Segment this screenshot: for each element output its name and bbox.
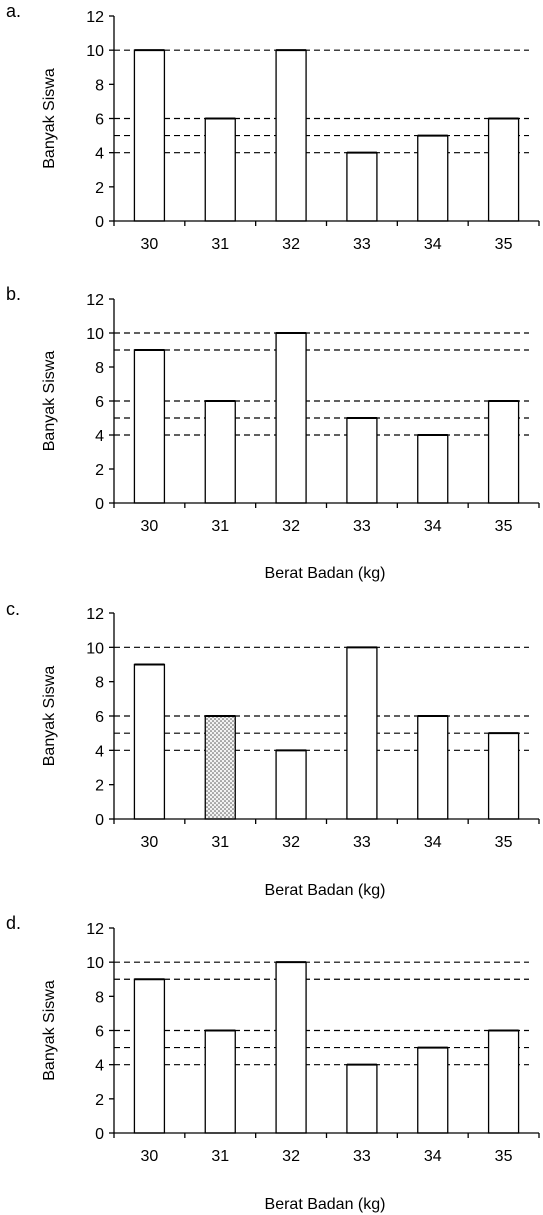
y-tick-label: 10 — [86, 640, 104, 657]
x-tick-label: 31 — [211, 1148, 229, 1165]
y-tick-label: 6 — [95, 709, 104, 726]
bar-31 — [204, 117, 236, 222]
y-tick-label: 2 — [95, 1092, 104, 1109]
bar-30 — [133, 349, 166, 504]
x-tick-label: 32 — [282, 518, 300, 535]
x-tick-label: 35 — [495, 834, 513, 851]
y-tick-label: 2 — [95, 180, 104, 197]
x-axis-label: Berat Badan (kg) — [265, 882, 386, 899]
x-tick-label: 33 — [353, 834, 371, 851]
x-axis-label: Berat Badan (kg) — [265, 565, 386, 582]
bar-34 — [417, 1046, 449, 1134]
y-tick-label: 6 — [95, 394, 104, 411]
x-tick-label: 34 — [424, 834, 442, 851]
y-tick-label: 4 — [95, 146, 104, 163]
bar-33 — [346, 417, 378, 504]
x-tick-label: 31 — [211, 834, 229, 851]
bar-30 — [133, 978, 166, 1134]
y-tick-label: 6 — [95, 112, 104, 129]
y-tick-label: 2 — [95, 778, 104, 795]
y-tick-label: 8 — [95, 675, 104, 692]
bar-31 — [204, 400, 236, 504]
y-tick-label: 0 — [95, 812, 104, 829]
x-tick-label: 32 — [282, 1148, 300, 1165]
bar-32 — [275, 749, 307, 820]
y-tick-label: 10 — [86, 955, 104, 972]
panel-label: a. — [6, 1, 21, 21]
x-tick-label: 32 — [282, 834, 300, 851]
bar-34 — [417, 715, 449, 820]
panel-label: d. — [6, 913, 21, 933]
x-tick-label: 35 — [495, 518, 513, 535]
y-tick-label: 6 — [95, 1024, 104, 1041]
bar-30 — [133, 49, 166, 222]
bar-33 — [346, 1064, 378, 1134]
x-tick-label: 32 — [282, 236, 300, 253]
y-axis-label: Banyak Siswa — [41, 351, 58, 452]
panel-label: b. — [6, 284, 21, 304]
x-tick-label: 30 — [141, 834, 159, 851]
x-tick-label: 33 — [353, 518, 371, 535]
bar-34 — [417, 134, 449, 222]
y-tick-label: 8 — [95, 77, 104, 94]
y-tick-label: 12 — [86, 606, 104, 623]
x-tick-label: 30 — [141, 518, 159, 535]
panel-label: c. — [6, 599, 20, 619]
y-tick-label: 12 — [86, 9, 104, 26]
bar-31 — [204, 1029, 236, 1134]
bar-35 — [487, 732, 520, 820]
x-tick-label: 30 — [141, 1148, 159, 1165]
y-tick-label: 12 — [86, 292, 104, 309]
y-axis-label: Banyak Siswa — [41, 980, 58, 1081]
x-tick-label: 30 — [141, 236, 159, 253]
x-tick-label: 31 — [211, 236, 229, 253]
y-tick-label: 8 — [95, 989, 104, 1006]
y-tick-label: 0 — [95, 1126, 104, 1143]
bar-35 — [487, 117, 520, 222]
bar-32 — [275, 49, 307, 222]
x-tick-label: 33 — [353, 236, 371, 253]
y-tick-label: 4 — [95, 428, 104, 445]
x-axis-label: Berat Badan (kg) — [265, 1196, 386, 1213]
y-axis-label: Banyak Siswa — [41, 666, 58, 767]
bar-32 — [275, 961, 307, 1134]
y-tick-label: 10 — [86, 43, 104, 60]
y-tick-label: 10 — [86, 326, 104, 343]
x-tick-label: 33 — [353, 1148, 371, 1165]
chart-panel-3: d. Banyak Siswa 0 2 4 6 8 10 12 30 31 32 33 34 35 Berat… — [6, 913, 540, 1213]
y-axis-label: Banyak Siswa — [41, 68, 58, 169]
bar-31 — [204, 715, 236, 820]
y-tick-label: 8 — [95, 360, 104, 377]
y-tick-label: 4 — [95, 1058, 104, 1075]
bar-34 — [417, 434, 449, 504]
x-tick-label: 34 — [424, 1148, 442, 1165]
bar-32 — [275, 332, 307, 504]
x-tick-label: 34 — [424, 518, 442, 535]
bar-30 — [133, 663, 166, 820]
chart-panel-1: b. Banyak Siswa 0 2 4 6 8 10 12 30 31 32 33 34 35 Berat… — [6, 284, 540, 582]
chart-panel-2: c. Banyak Siswa 0 2 4 6 8 10 12 30 31 32 33 34 35 Berat… — [6, 599, 540, 899]
bar-33 — [346, 152, 378, 222]
bar-35 — [487, 1029, 520, 1134]
chart-panel-0: a. Banyak Siswa 0 2 4 6 8 10 12 30 31 32 33 34 35 — [6, 1, 540, 253]
y-tick-label: 0 — [95, 214, 104, 231]
x-tick-label: 34 — [424, 236, 442, 253]
y-tick-label: 0 — [95, 496, 104, 513]
bar-35 — [487, 400, 520, 504]
bar-33 — [346, 646, 378, 820]
x-tick-label: 31 — [211, 518, 229, 535]
x-tick-label: 35 — [495, 236, 513, 253]
x-tick-label: 35 — [495, 1148, 513, 1165]
y-tick-label: 12 — [86, 921, 104, 938]
y-tick-label: 4 — [95, 743, 104, 760]
y-tick-label: 2 — [95, 462, 104, 479]
